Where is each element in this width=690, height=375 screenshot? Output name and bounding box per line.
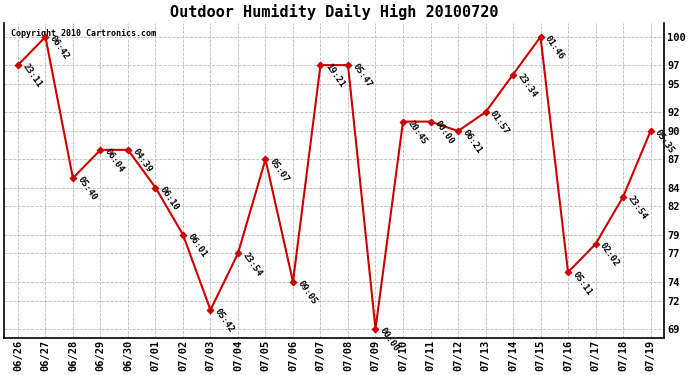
Text: 05:11: 05:11 <box>571 270 593 297</box>
Text: 05:40: 05:40 <box>76 176 99 202</box>
Point <box>315 62 326 68</box>
Point <box>177 232 188 238</box>
Text: 23:11: 23:11 <box>21 62 43 90</box>
Text: 01:57: 01:57 <box>489 110 511 136</box>
Point <box>562 269 573 275</box>
Point <box>150 184 161 190</box>
Text: 23:54: 23:54 <box>626 194 649 221</box>
Text: 06:42: 06:42 <box>48 34 71 61</box>
Point <box>453 128 464 134</box>
Point <box>122 147 133 153</box>
Point <box>397 118 408 124</box>
Text: 00:00: 00:00 <box>433 119 456 146</box>
Text: 06:10: 06:10 <box>158 185 181 212</box>
Text: 05:35: 05:35 <box>653 128 676 155</box>
Text: 05:07: 05:07 <box>268 156 291 184</box>
Text: 23:34: 23:34 <box>516 72 539 99</box>
Text: 06:01: 06:01 <box>186 232 208 259</box>
Point <box>260 156 271 162</box>
Point <box>590 241 601 247</box>
Point <box>508 72 519 78</box>
Point <box>425 118 436 124</box>
Text: 06:21: 06:21 <box>461 128 484 155</box>
Point <box>12 62 23 68</box>
Text: 00:00: 00:00 <box>378 326 401 353</box>
Text: 05:47: 05:47 <box>351 62 373 90</box>
Point <box>480 109 491 115</box>
Point <box>205 307 216 313</box>
Point <box>645 128 656 134</box>
Title: Outdoor Humidity Daily High 20100720: Outdoor Humidity Daily High 20100720 <box>170 4 498 20</box>
Point <box>535 34 546 40</box>
Text: 05:42: 05:42 <box>213 307 236 334</box>
Text: 23:54: 23:54 <box>241 251 264 278</box>
Point <box>288 279 299 285</box>
Point <box>233 251 244 257</box>
Text: 09:05: 09:05 <box>296 279 319 306</box>
Text: 01:46: 01:46 <box>543 34 566 61</box>
Point <box>95 147 106 153</box>
Point <box>342 62 353 68</box>
Point <box>40 34 51 40</box>
Text: 20:45: 20:45 <box>406 119 428 146</box>
Text: 06:04: 06:04 <box>104 147 126 174</box>
Point <box>618 194 629 200</box>
Text: Copyright 2010 Cartronics.com: Copyright 2010 Cartronics.com <box>11 29 156 38</box>
Point <box>370 326 381 332</box>
Text: 02:02: 02:02 <box>598 241 621 268</box>
Point <box>68 175 79 181</box>
Text: 04:39: 04:39 <box>130 147 153 174</box>
Text: 19:21: 19:21 <box>323 62 346 90</box>
